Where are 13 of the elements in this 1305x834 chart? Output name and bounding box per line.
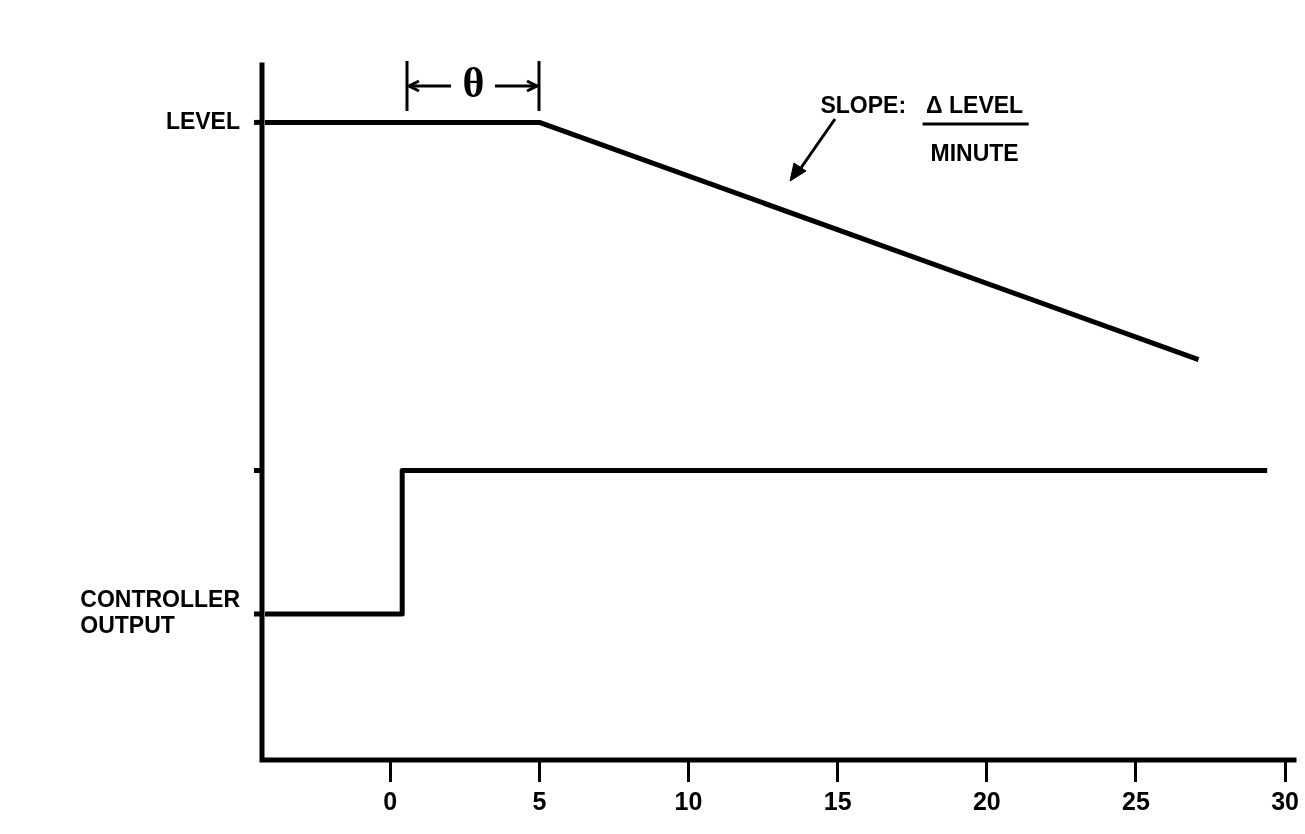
x-tick-label: 25 — [1122, 786, 1150, 815]
x-tick-label: 5 — [532, 786, 547, 815]
x-tick-label: 20 — [972, 786, 1001, 815]
x-tick-label: 10 — [674, 786, 703, 815]
text: Δ LEVEL — [926, 92, 1024, 119]
x-tick-label: 0 — [383, 786, 398, 815]
x-tick-label: 30 — [1271, 786, 1299, 815]
text: SLOPE: — [820, 92, 907, 119]
text: θ — [462, 60, 485, 107]
legend-label: LEVEL — [165, 107, 240, 134]
legend-label: CONTROLLER OUTPUT — [80, 586, 241, 639]
x-tick-label: 15 — [823, 786, 852, 815]
annotation: MINUTE — [930, 140, 1019, 167]
